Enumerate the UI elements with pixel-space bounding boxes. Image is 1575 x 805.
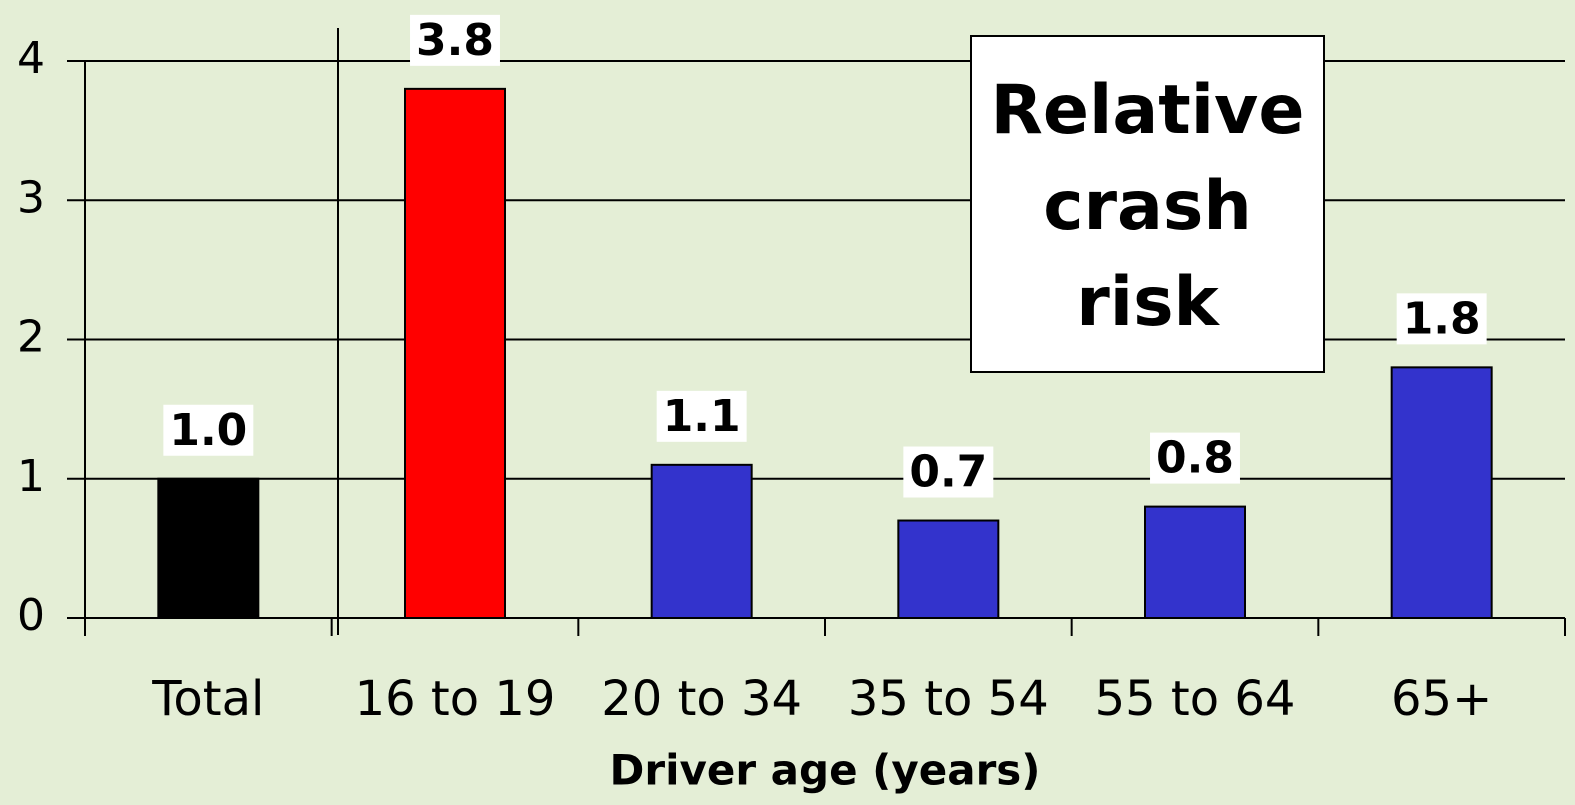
value-label-bg (1396, 293, 1487, 345)
value-label: 1.1 (663, 391, 741, 442)
y-tick-label: 2 (17, 312, 45, 363)
bar (1390, 366, 1493, 619)
y-tick-label: 1 (17, 451, 45, 502)
y-tick-label: 0 (17, 590, 45, 641)
value-label-bg (903, 446, 994, 498)
bar (157, 477, 260, 619)
value-label: 1.8 (1403, 293, 1481, 344)
x-tick-label: 55 to 64 (1095, 671, 1296, 727)
value-label: 0.8 (1156, 433, 1234, 484)
x-tick-label: 35 to 54 (848, 671, 1049, 727)
x-axis-label: Driver age (years) (610, 746, 1041, 795)
value-label: 0.7 (909, 447, 987, 498)
bar (897, 519, 1000, 620)
value-label-bg (163, 404, 254, 456)
value-label: 1.0 (169, 405, 247, 456)
value-label-bg (656, 390, 747, 442)
value-label: 3.8 (416, 15, 494, 66)
bar (404, 87, 506, 620)
y-tick-label: 4 (17, 33, 45, 84)
x-tick-label: 65+ (1391, 671, 1492, 727)
x-tick-label: Total (151, 671, 264, 727)
value-label-bg (1150, 432, 1240, 484)
value-label-bg (410, 14, 500, 66)
y-tick-label: 3 (17, 172, 45, 223)
x-tick-label: 16 to 19 (355, 671, 556, 727)
bar (650, 463, 753, 620)
bar (1144, 505, 1246, 620)
x-tick-label: 20 to 34 (601, 671, 802, 727)
annotation: Relative crash risk (970, 35, 1325, 373)
